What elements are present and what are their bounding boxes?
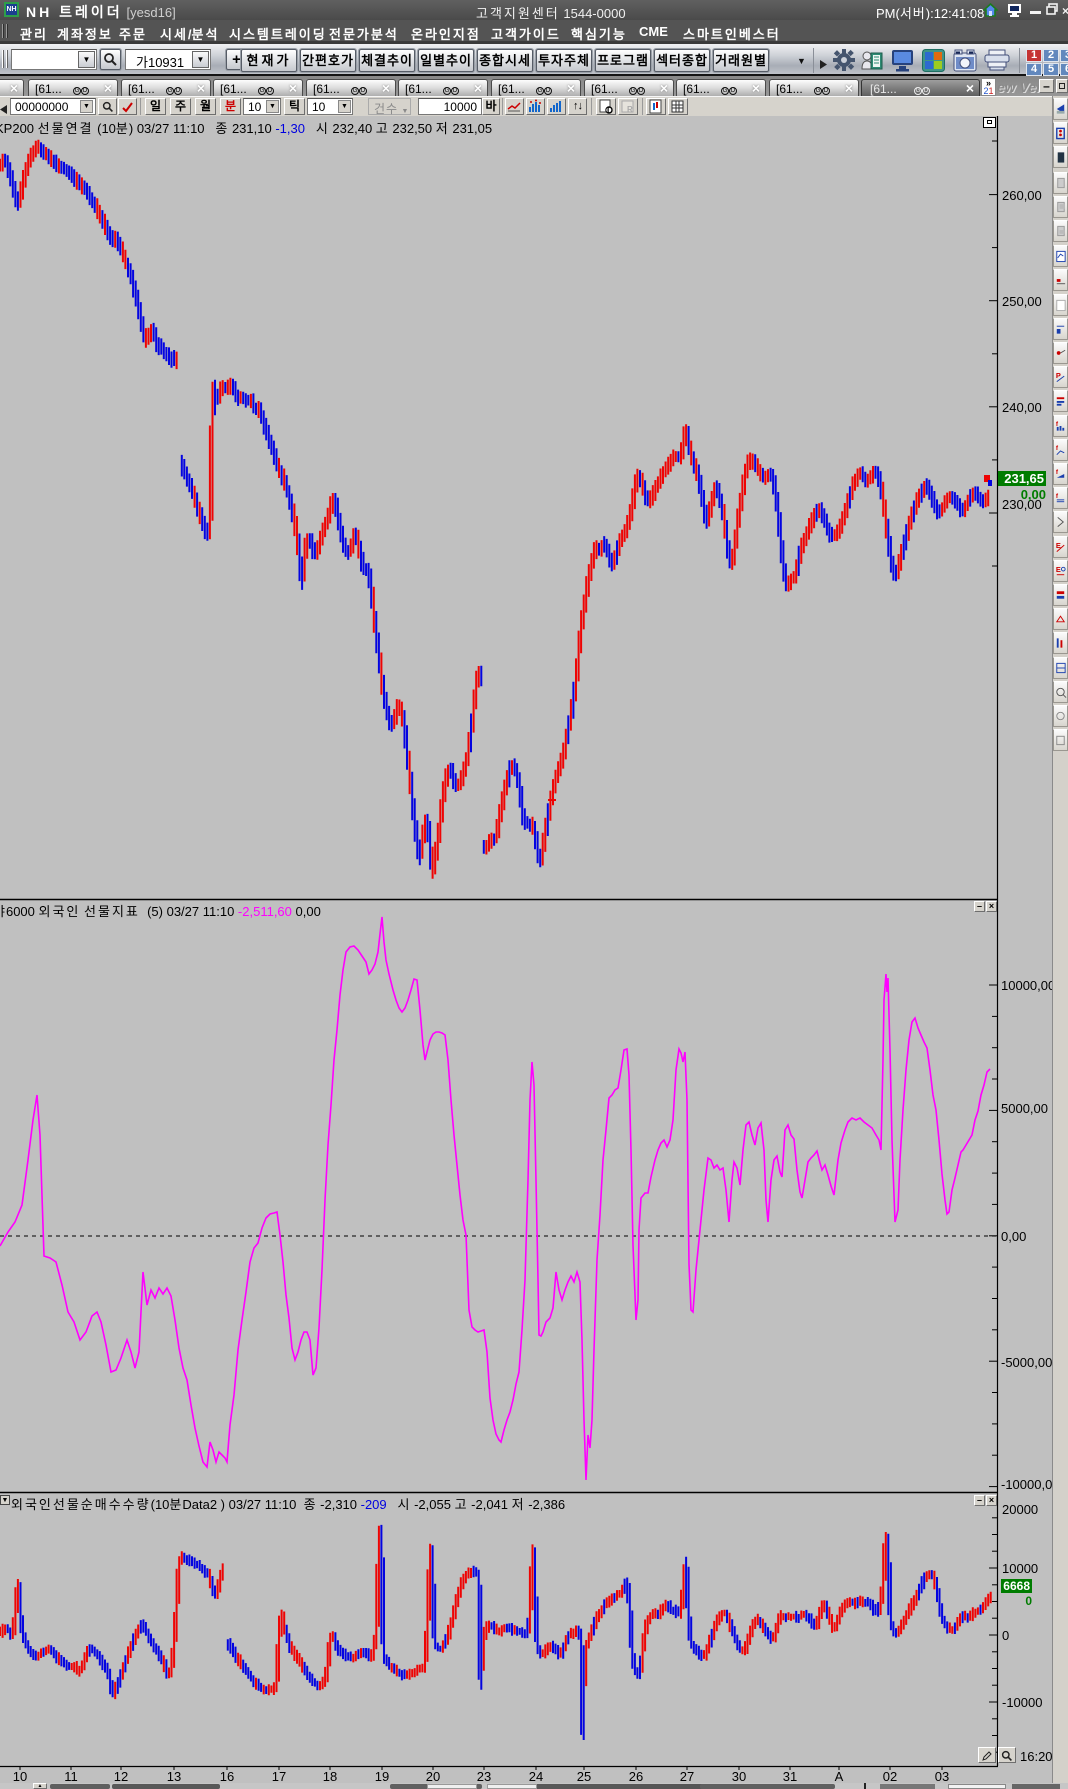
svg-text:f: f (1056, 469, 1059, 476)
svg-text:f: f (1056, 493, 1059, 500)
svg-text:E: E (1056, 541, 1061, 550)
svg-text:D: D (607, 106, 613, 114)
svg-text:f: f (1056, 421, 1059, 428)
svg-text:f: f (1056, 445, 1059, 452)
svg-text:R: R (627, 105, 633, 114)
svg-text:P: P (1056, 371, 1061, 380)
svg-text:E: E (1056, 565, 1061, 574)
